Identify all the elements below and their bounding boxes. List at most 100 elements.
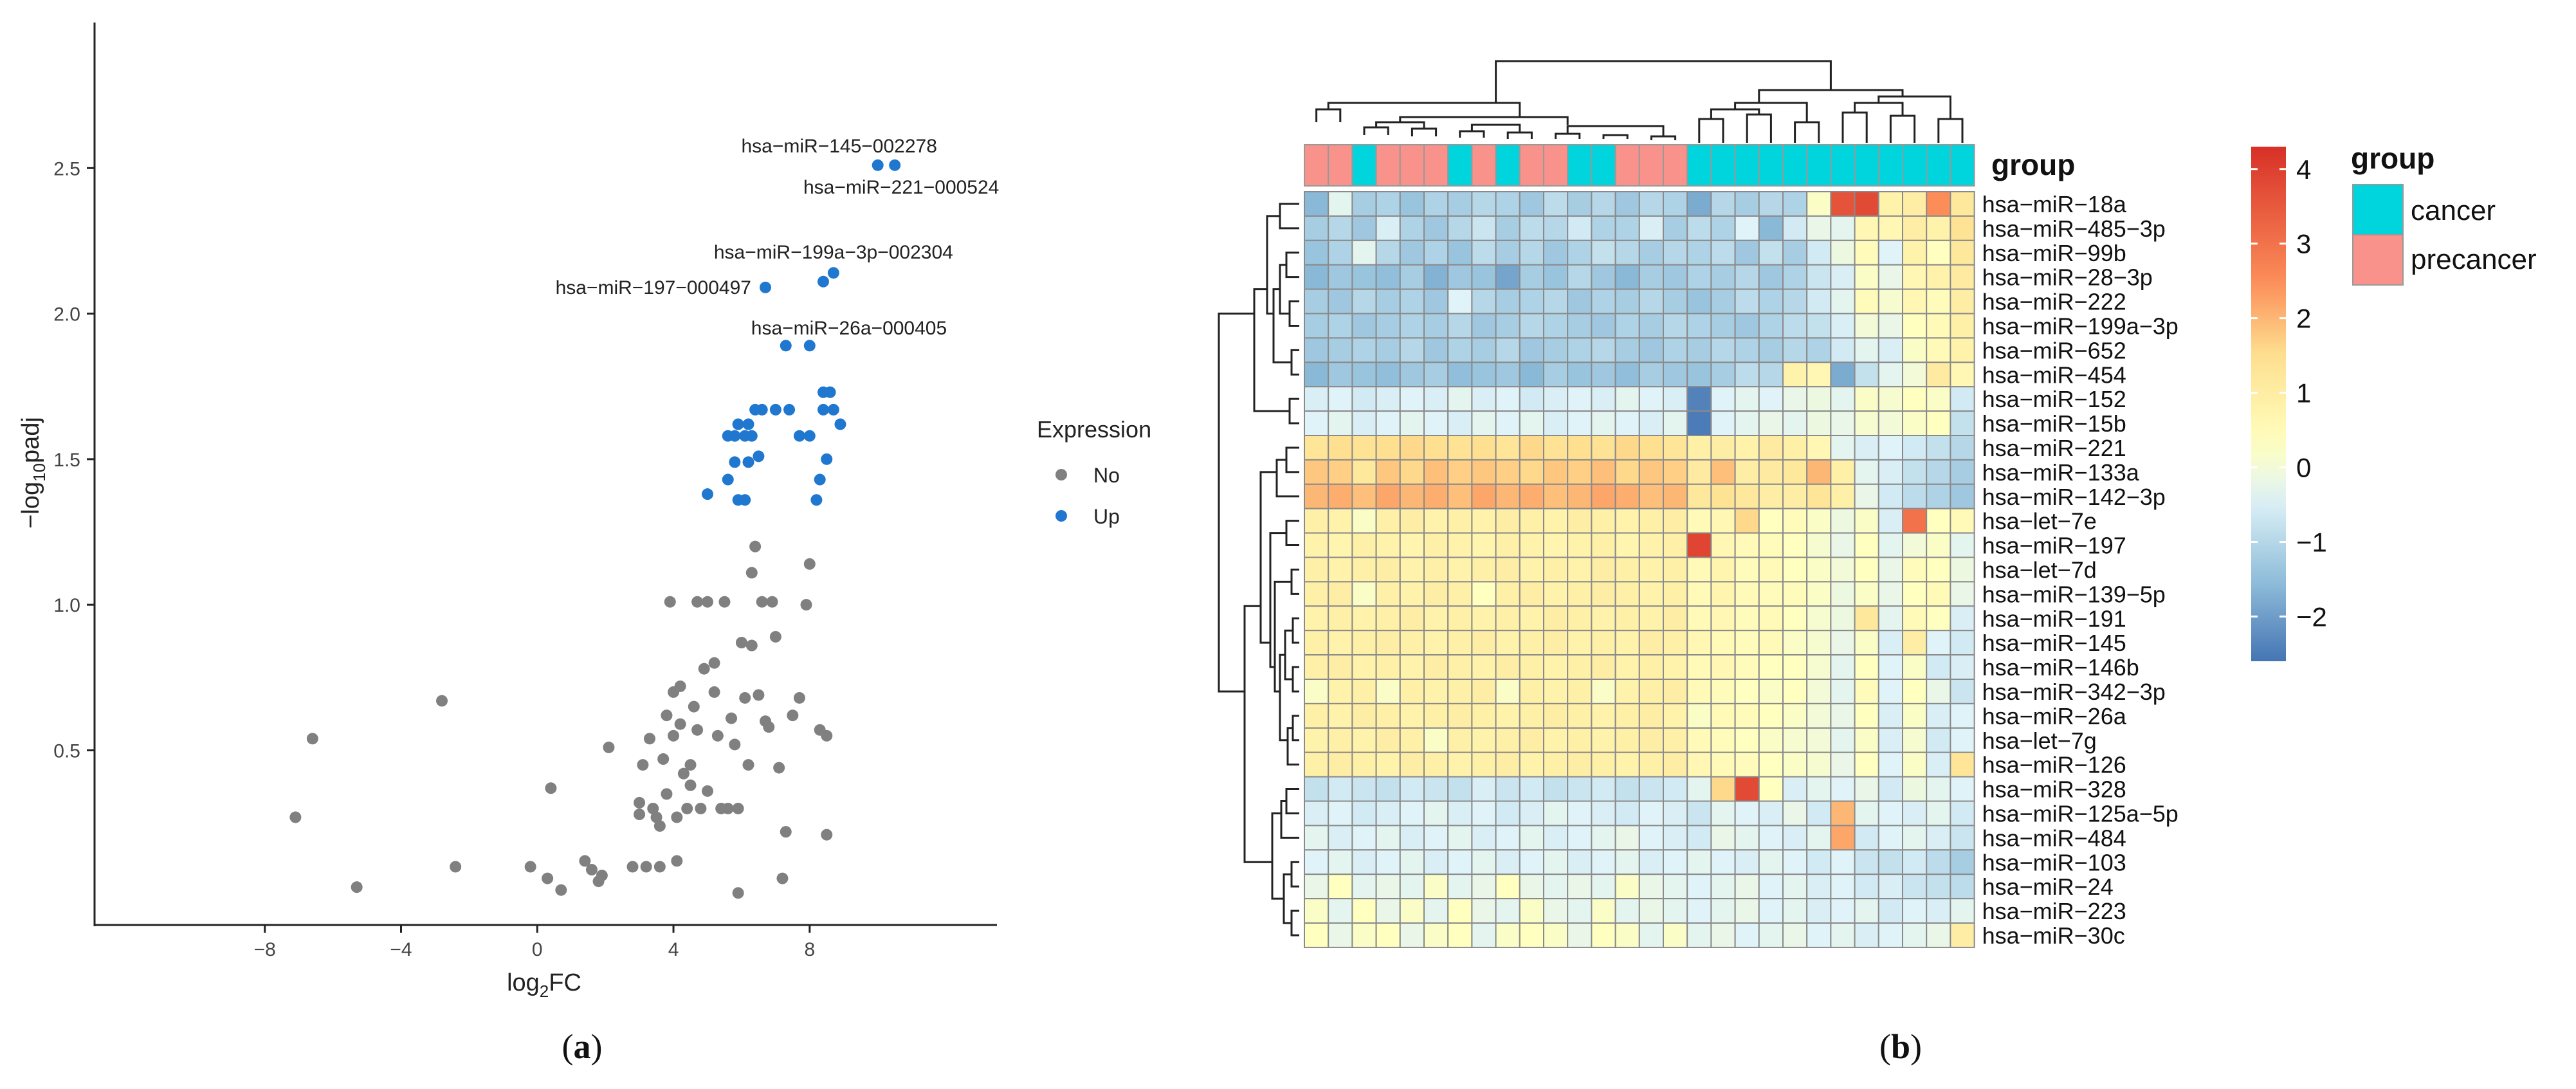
heatmap-cell xyxy=(1830,556,1856,583)
data-point-up xyxy=(810,494,823,506)
heatmap-cell xyxy=(1686,874,1712,900)
colorbar xyxy=(2251,147,2286,661)
heatmap-cell xyxy=(1758,435,1784,461)
heatmap-cell xyxy=(1543,386,1569,412)
data-point-up xyxy=(753,450,765,462)
row-label: hsa−miR−197 xyxy=(1982,533,2126,559)
heatmap-cell xyxy=(1638,800,1665,827)
heatmap-cell xyxy=(1638,702,1665,729)
heatmap-cell xyxy=(1854,581,1879,607)
heatmap-cell xyxy=(1877,654,1904,680)
heatmap-cell xyxy=(1830,800,1856,827)
heatmap-cell xyxy=(1806,239,1832,266)
data-point-no xyxy=(436,695,448,707)
heatmap-cell xyxy=(1950,410,1975,436)
heatmap-cell xyxy=(1423,264,1449,290)
dendrogram-branch xyxy=(1288,300,1299,327)
data-point-no xyxy=(739,691,751,704)
group-annotation-cell xyxy=(1830,144,1856,187)
heatmap-cell xyxy=(1495,630,1521,656)
heatmap-cell xyxy=(1710,361,1736,388)
heatmap-cell xyxy=(1567,800,1593,827)
data-point-no xyxy=(803,558,816,570)
heatmap-cell xyxy=(1806,435,1832,461)
heatmap-cell xyxy=(1638,459,1665,485)
data-point-no xyxy=(735,636,747,648)
heatmap-cell xyxy=(1950,874,1975,900)
heatmap-cell xyxy=(1734,191,1760,217)
heatmap-cell xyxy=(1877,556,1904,583)
heatmap-cell xyxy=(1591,825,1616,851)
data-point-no xyxy=(555,884,567,896)
heatmap-cell xyxy=(1447,630,1473,656)
heatmap-cell xyxy=(1926,410,1951,436)
colorbar-ticks: 4 3 2 1 0 −1 −2 xyxy=(2251,154,2327,632)
heatmap-cell xyxy=(1543,459,1569,485)
heatmap-cell xyxy=(1399,776,1425,802)
heatmap-cell xyxy=(1734,239,1760,266)
heatmap-cell xyxy=(1304,776,1329,802)
heatmap-cell xyxy=(1926,191,1951,217)
data-point-no xyxy=(753,689,765,701)
heatmap-cell xyxy=(1328,361,1353,388)
dendrogram-branch xyxy=(1280,800,1299,839)
heatmap-cell xyxy=(1758,410,1784,436)
heatmap-cell xyxy=(1686,435,1712,461)
heatmap-cell xyxy=(1328,459,1353,485)
data-point-no xyxy=(650,811,662,823)
heatmap-cell xyxy=(1663,508,1688,534)
heatmap-cell xyxy=(1304,288,1329,315)
heatmap-cell xyxy=(1375,556,1401,583)
heatmap-cell xyxy=(1543,556,1569,583)
heatmap-cell xyxy=(1423,459,1449,485)
heatmap-cell xyxy=(1663,654,1688,680)
heatmap-cell xyxy=(1519,361,1545,388)
heatmap-cell xyxy=(1902,679,1928,704)
legend-label-up: Up xyxy=(1093,505,1120,528)
heatmap-cell xyxy=(1806,288,1832,315)
heatmap-cell xyxy=(1877,874,1904,900)
heatmap-cell xyxy=(1471,654,1497,680)
heatmap-cell xyxy=(1375,800,1401,827)
heatmap-cell xyxy=(1423,581,1449,607)
heatmap-cell xyxy=(1328,849,1353,875)
heatmap-cell xyxy=(1854,556,1879,583)
dendrogram-branch xyxy=(1315,108,1342,122)
data-point-up xyxy=(793,430,805,442)
data-point-no xyxy=(698,663,710,675)
data-point-no xyxy=(749,540,762,553)
heatmap-cell xyxy=(1830,776,1856,802)
heatmap-cell xyxy=(1614,508,1640,534)
heatmap-cell xyxy=(1686,459,1712,485)
heatmap-cell xyxy=(1710,532,1736,558)
heatmap-cell xyxy=(1758,679,1784,704)
heatmap-cell xyxy=(1734,679,1760,704)
heatmap-cell xyxy=(1710,386,1736,412)
heatmap-cell xyxy=(1663,922,1688,948)
heatmap-cell xyxy=(1304,630,1329,656)
heatmap-cell xyxy=(1902,239,1928,266)
heatmap-cell xyxy=(1734,849,1760,875)
heatmap-cell xyxy=(1399,702,1425,729)
data-point-no xyxy=(653,861,666,873)
heatmap-cell xyxy=(1830,679,1856,704)
heatmap-cell xyxy=(1351,508,1377,534)
heatmap-cell xyxy=(1471,630,1497,656)
heatmap-cell xyxy=(1758,191,1784,217)
heatmap-cell xyxy=(1663,800,1688,827)
heatmap-cell xyxy=(1591,361,1616,388)
heatmap-cell xyxy=(1734,581,1760,607)
heatmap-cell xyxy=(1734,630,1760,656)
heatmap-cell xyxy=(1902,581,1928,607)
heatmap-cell xyxy=(1830,849,1856,875)
dendrogram-branch xyxy=(1734,102,1808,122)
heatmap-cell xyxy=(1591,508,1616,534)
heatmap-cell xyxy=(1782,337,1808,363)
heatmap-cell xyxy=(1830,727,1856,753)
heatmap-cell xyxy=(1806,581,1832,607)
heatmap-cell xyxy=(1830,191,1856,217)
heatmap-cell xyxy=(1926,459,1951,485)
heatmap-cell xyxy=(1638,191,1665,217)
data-point-no xyxy=(637,759,649,771)
heatmap-cell xyxy=(1638,679,1665,704)
